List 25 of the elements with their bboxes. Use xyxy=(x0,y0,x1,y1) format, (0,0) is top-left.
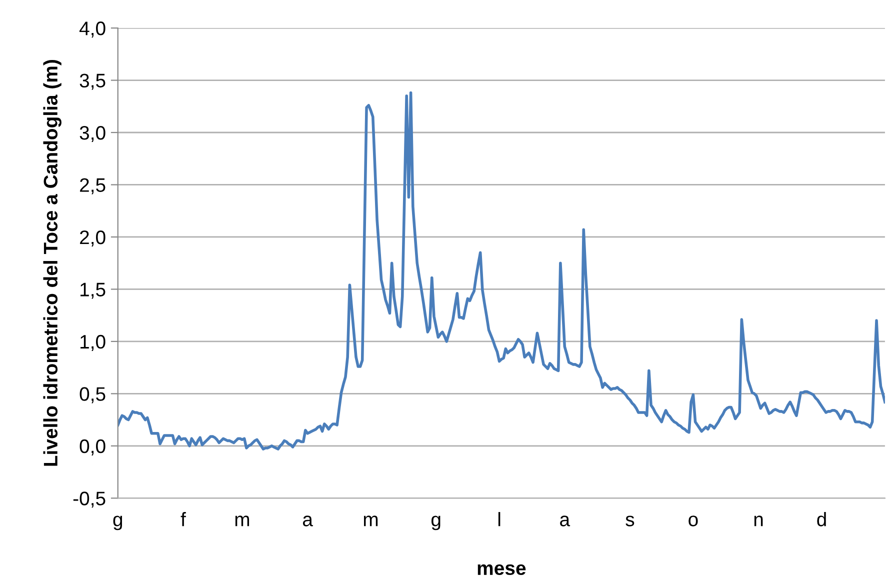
x-tick-label: l xyxy=(498,512,500,526)
y-tick-label: 0,0 xyxy=(80,439,106,456)
x-tick-label: o xyxy=(688,516,698,526)
x-tick-label: n xyxy=(754,516,763,526)
y-tick-label: 2,0 xyxy=(80,230,106,247)
x-tick-label: g xyxy=(432,516,440,530)
x-tick-label: a xyxy=(560,516,570,526)
x-axis-title: mese xyxy=(478,564,526,576)
x-tick-label: m xyxy=(235,516,250,526)
x-tick-label: s xyxy=(626,516,634,526)
x-tick-label: a xyxy=(302,516,313,526)
x-tick-label: g xyxy=(113,516,122,530)
y-tick-label: 1,5 xyxy=(80,282,106,299)
y-tick-label: 0,5 xyxy=(80,387,106,404)
y-tick-label: 3,0 xyxy=(80,126,106,142)
y-tick-label: 1,0 xyxy=(80,334,106,351)
y-tick-label: -0,5 xyxy=(73,492,106,508)
y-axis-title: Livello idrometrico del Toce a Candoglia (m) xyxy=(43,60,62,466)
x-tick-label: d xyxy=(817,512,826,526)
y-tick-label: 4,0 xyxy=(79,22,106,38)
y-tick-label: 2,5 xyxy=(80,178,106,194)
x-tick-label: m xyxy=(364,516,378,526)
x-tick-label: f xyxy=(180,512,186,526)
line-series xyxy=(118,91,885,450)
y-tick-label: 3,5 xyxy=(80,74,106,90)
